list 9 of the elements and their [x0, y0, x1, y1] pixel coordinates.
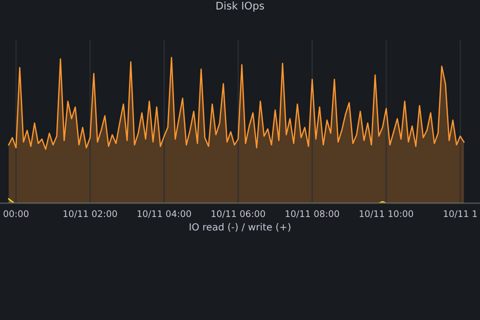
- x-tick-label: 10/11 02:00: [64, 210, 117, 218]
- x-tick-label: 10/11 06:00: [212, 210, 265, 218]
- x-axis-title: IO read (-) / write (+): [190, 223, 290, 232]
- x-tick-label: 10/11 04:00: [138, 210, 191, 218]
- x-tick-label: 10/11 08:00: [286, 210, 340, 218]
- chart-title: Disk IOps: [216, 2, 264, 12]
- x-tick-label: 10/11 10:00: [360, 210, 414, 218]
- x-tick-label: 00:00: [4, 210, 28, 218]
- x-tick-label: 10/11 1: [444, 210, 477, 218]
